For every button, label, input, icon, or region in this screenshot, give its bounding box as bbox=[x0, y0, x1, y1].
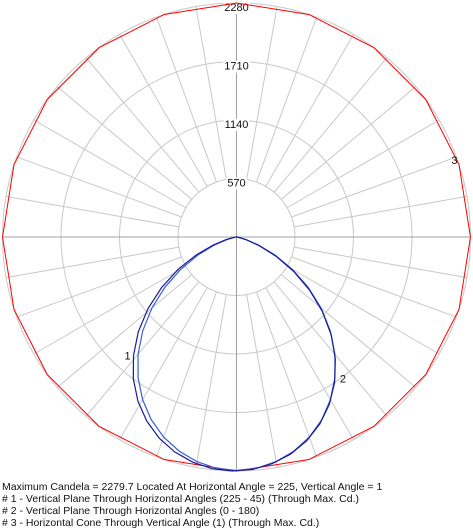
grid-spoke bbox=[16, 256, 182, 318]
grid-spoke bbox=[291, 256, 457, 318]
ring-label-2280: 2280 bbox=[224, 2, 248, 14]
grid-spoke bbox=[246, 294, 278, 468]
ring-label-background bbox=[226, 177, 247, 190]
grid-spoke bbox=[195, 6, 227, 180]
ring-label-570: 570 bbox=[227, 178, 245, 190]
grid-spoke bbox=[280, 86, 417, 200]
grid-spoke bbox=[85, 281, 200, 417]
ring-label-background bbox=[223, 119, 250, 131]
grid-spoke bbox=[16, 156, 182, 218]
grid-spoke bbox=[256, 16, 318, 183]
curve-label-2: 2 bbox=[340, 374, 346, 386]
grid-spoke bbox=[155, 16, 217, 183]
grid-spoke bbox=[5, 246, 179, 279]
grid-spoke bbox=[246, 6, 278, 180]
legend-entry-2: # 2 - Vertical Plane Through Horizontal … bbox=[2, 505, 260, 517]
legend-max-candela: Maximum Candela = 2279.7 Located At Hori… bbox=[2, 481, 383, 493]
grid-spoke bbox=[195, 294, 227, 468]
curve-3-horizontal-cone bbox=[2, 2, 471, 472]
legend-entry-3: # 3 - Horizontal Cone Through Vertical A… bbox=[2, 517, 320, 529]
grid-spoke bbox=[280, 274, 417, 388]
polar-candela-chart: 570 1140 1710 2280 1 2 3 bbox=[2, 2, 471, 472]
curve-label-3: 3 bbox=[451, 155, 457, 167]
candela-curves bbox=[2, 2, 471, 472]
ring-label-1710: 1710 bbox=[224, 61, 248, 73]
grid-spoke bbox=[85, 57, 200, 193]
grid-spoke bbox=[286, 119, 440, 209]
ring-label-1140: 1140 bbox=[225, 119, 249, 131]
ring-label-background bbox=[223, 2, 250, 14]
grid-spoke bbox=[265, 34, 354, 187]
grid-spoke bbox=[33, 265, 187, 355]
grid-spoke bbox=[291, 156, 457, 218]
grid-spoke bbox=[155, 291, 217, 458]
grid-spoke bbox=[273, 281, 388, 417]
legend-entry-1: # 1 - Vertical Plane Through Horizontal … bbox=[2, 493, 359, 505]
grid-spoke bbox=[56, 274, 193, 388]
grid-spoke bbox=[294, 195, 468, 228]
curve-label-1: 1 bbox=[124, 350, 130, 362]
grid-spoke bbox=[273, 57, 388, 193]
curve-labels: 1 2 3 bbox=[124, 155, 457, 386]
grid-spoke bbox=[256, 291, 318, 458]
curve-1-vertical-plane bbox=[132, 236, 336, 472]
grid-spoke bbox=[119, 287, 208, 440]
grid-spoke bbox=[294, 246, 468, 279]
grid-spoke bbox=[265, 287, 354, 440]
ring-labels: 570 1140 1710 2280 bbox=[223, 2, 250, 190]
ring-label-background bbox=[223, 60, 250, 73]
grid-spoke bbox=[286, 265, 440, 355]
grid-spoke bbox=[56, 86, 193, 200]
grid-spoke bbox=[119, 34, 208, 187]
grid-spoke bbox=[33, 119, 187, 209]
chart-legend: Maximum Candela = 2279.7 Located At Hori… bbox=[2, 481, 472, 529]
grid-spoke bbox=[5, 195, 179, 228]
